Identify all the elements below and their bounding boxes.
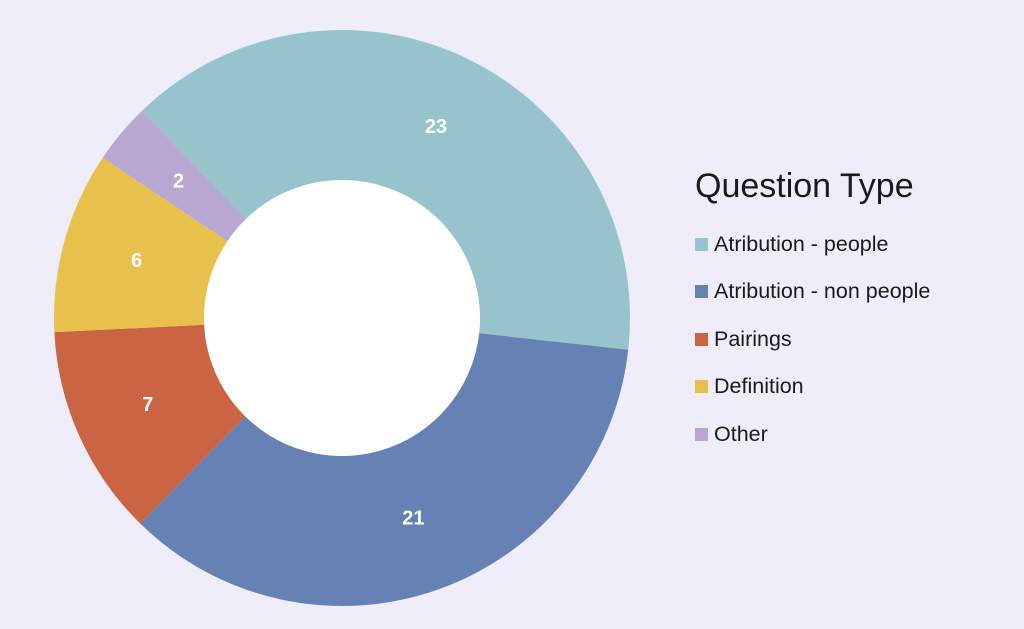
legend-label: Other bbox=[714, 421, 768, 446]
slice-value-label: 2 bbox=[173, 170, 184, 192]
donut-hole bbox=[204, 180, 480, 456]
legend-swatch bbox=[695, 285, 708, 298]
legend-list: Atribution - people Atribution - non peo… bbox=[695, 232, 1015, 446]
legend-item-atribution-people: Atribution - people bbox=[695, 232, 1015, 256]
legend-label: Definition bbox=[714, 374, 804, 398]
legend-label: Atribution - people bbox=[714, 231, 889, 256]
legend-item-other: Other bbox=[695, 422, 1015, 446]
legend-label: Pairings bbox=[714, 326, 792, 351]
legend-swatch bbox=[695, 380, 708, 393]
legend-label: Atribution - non people bbox=[714, 279, 931, 303]
legend-swatch bbox=[695, 237, 708, 251]
slice-value-label: 21 bbox=[402, 508, 424, 530]
slice-labels: 23 21 7 6 2 bbox=[131, 116, 447, 530]
slice-value-label: 6 bbox=[131, 250, 142, 272]
legend: Question Type Atribution - people Atribu… bbox=[695, 166, 1015, 470]
legend-item-pairings: Pairings bbox=[695, 327, 1015, 351]
legend-item-atribution-non-people: Atribution - non people bbox=[695, 279, 1015, 304]
legend-swatch bbox=[695, 332, 708, 346]
slice-value-label: 7 bbox=[142, 394, 153, 416]
legend-title: Question Type bbox=[695, 167, 914, 205]
slice-atribution-non-people bbox=[140, 318, 629, 607]
slice-value-label: 23 bbox=[425, 116, 447, 138]
legend-swatch bbox=[695, 427, 708, 441]
legend-item-definition: Definition bbox=[695, 374, 1015, 399]
